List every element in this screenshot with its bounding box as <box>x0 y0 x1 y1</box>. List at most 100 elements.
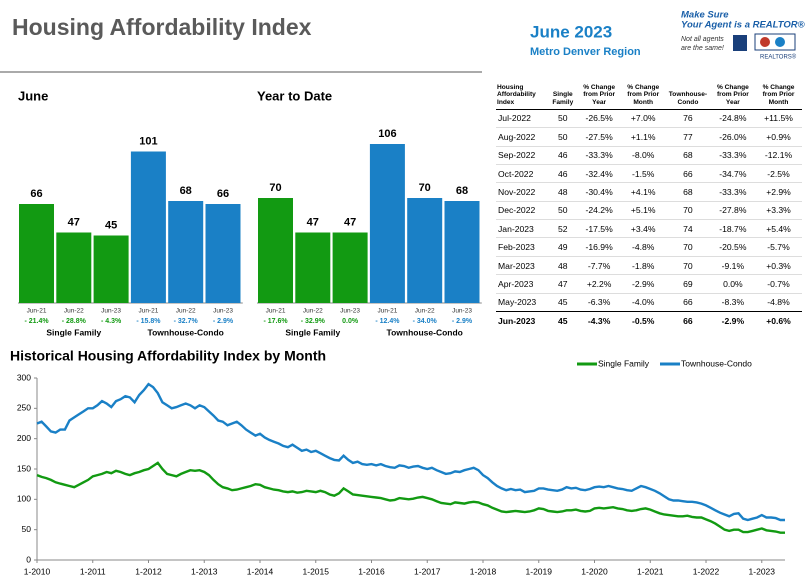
change-label: - 28.8% <box>62 318 87 325</box>
value-label: 45 <box>105 219 117 231</box>
table-cell: +5.4% <box>755 219 802 238</box>
table-cell: Mar-2023 <box>496 255 549 275</box>
line <box>36 461 785 534</box>
table-cell: 68 <box>665 145 711 165</box>
bar <box>56 232 92 303</box>
column-header: Housing Affordability Index <box>496 84 549 110</box>
data-table: Housing Affordability Index Single Family… <box>496 84 802 330</box>
table-cell: 49 <box>548 237 577 257</box>
table-cell: May-2023 <box>496 292 549 312</box>
x-tick-label: Jun-21 <box>377 308 397 315</box>
chart-title: Historical Housing Affordability Index b… <box>10 348 326 364</box>
table-cell: 66 <box>665 292 711 312</box>
value-label: 66 <box>217 188 229 200</box>
table-cell: Oct-2022 <box>496 163 549 183</box>
bar <box>369 144 405 303</box>
line <box>36 382 785 522</box>
bar <box>130 151 166 303</box>
y-tick-label: 50 <box>22 524 32 534</box>
x-tick-label: 1-2020 <box>581 566 608 576</box>
value-label: 47 <box>307 216 319 228</box>
x-tick-label: 1-2016 <box>358 566 385 576</box>
table-cell: -2.9% <box>621 274 666 294</box>
table-row: Oct-2022 46 -32.4% -1.5% 66 -34.7% -2.5% <box>496 163 802 183</box>
header-row: Housing Affordability Index Single Family… <box>496 84 802 110</box>
change-label: - 4.3% <box>101 318 122 325</box>
bar <box>444 201 480 303</box>
table-row: Jan-2023 52 -17.5% +3.4% 74 -18.7% +5.4% <box>496 219 802 238</box>
change-label: - 32.7% <box>174 318 199 325</box>
bar <box>205 204 241 303</box>
table-row: Mar-2023 48 -7.7% -1.8% 70 -9.1% +0.3% <box>496 255 802 275</box>
table-cell: 45 <box>548 311 577 330</box>
column-header: % Change from Prior Month <box>755 84 802 110</box>
change-label: - 15.8% <box>136 318 161 325</box>
table-cell: -4.8% <box>621 237 666 257</box>
column-header: % Change from Prior Month <box>621 84 666 110</box>
x-tick-label: 1-2018 <box>470 566 497 576</box>
table-cell: 66 <box>665 311 711 330</box>
column-header: Single Family <box>548 84 577 110</box>
table-cell: 48 <box>548 255 577 275</box>
table-cell: Nov-2022 <box>496 182 549 202</box>
table-row: Jul-2022 50 -26.5% +7.0% 76 -24.8% +11.5% <box>496 108 802 128</box>
y-tick-label: 250 <box>17 403 31 413</box>
bar <box>295 232 331 303</box>
table-cell: -2.5% <box>755 163 802 183</box>
group-label: Single Family <box>285 327 340 337</box>
table-cell: -4.0% <box>621 292 666 312</box>
x-tick-label: 1-2017 <box>414 566 441 576</box>
table-cell: Apr-2023 <box>496 274 549 294</box>
x-tick-label: 1-2023 <box>749 566 776 576</box>
table-cell: -5.7% <box>755 237 802 257</box>
x-tick-label: Jun-23 <box>101 308 121 315</box>
table-cell: -6.3% <box>576 292 622 312</box>
value-label: 66 <box>30 188 42 200</box>
table-cell: -18.7% <box>710 219 756 238</box>
table-cell: 48 <box>548 182 577 202</box>
table-cell: 47 <box>548 274 577 294</box>
legend-label: Single Family <box>598 358 650 368</box>
group-label: Single Family <box>46 327 101 337</box>
logo-icon <box>760 37 770 47</box>
table-cell: 50 <box>548 127 577 147</box>
column-header: % Change from Prior Year <box>576 84 622 110</box>
column-header: Townhouse-Condo <box>665 84 711 110</box>
table-cell: +4.1% <box>621 182 666 202</box>
table-cell: 70 <box>665 200 711 220</box>
page-title: Housing Affordability Index <box>12 14 312 40</box>
region: Metro Denver Region <box>530 46 641 58</box>
legend-label: Townhouse-Condo <box>681 358 752 368</box>
x-tick-label: 1-2015 <box>303 566 330 576</box>
table-cell: -1.8% <box>621 255 666 275</box>
table-cell: 0.0% <box>710 274 756 294</box>
table-cell: -8.3% <box>710 292 756 312</box>
table-row: May-2023 45 -6.3% -4.0% 66 -8.3% -4.8% <box>496 292 802 312</box>
table-cell: -32.4% <box>576 163 622 183</box>
table-cell: 52 <box>548 219 577 238</box>
logo-text: Not all agents <box>681 36 724 43</box>
table-cell: -26.5% <box>576 108 622 128</box>
x-tick-label: 1-2010 <box>24 566 51 576</box>
table-row: Aug-2022 50 -27.5% +1.1% 77 -26.0% +0.9% <box>496 127 802 147</box>
table-cell: 70 <box>665 237 711 257</box>
table-cell: -33.3% <box>710 145 756 165</box>
logo-text: Make Sure <box>681 10 729 21</box>
value-label: 47 <box>344 216 356 228</box>
table-cell: +11.5% <box>755 108 802 128</box>
report-date: June 2023 <box>530 22 612 41</box>
table-row: Sep-2022 46 -33.3% -8.0% 68 -33.3% -12.1% <box>496 145 802 165</box>
table-cell: +2.2% <box>576 274 622 294</box>
change-label: - 2.9% <box>452 318 473 325</box>
value-label: 106 <box>378 128 396 140</box>
bar <box>168 201 204 303</box>
value-label: 68 <box>456 185 468 197</box>
table-cell: Jun-2023 <box>496 311 549 330</box>
table-cell: 77 <box>665 127 711 147</box>
bar <box>407 198 443 303</box>
table-row: Jun-2023 45 -4.3% -0.5% 66 -2.9% +0.6% <box>496 311 802 330</box>
table-cell: -20.5% <box>710 237 756 257</box>
table-cell: +2.9% <box>755 182 802 202</box>
x-tick-label: 1-2013 <box>191 566 218 576</box>
